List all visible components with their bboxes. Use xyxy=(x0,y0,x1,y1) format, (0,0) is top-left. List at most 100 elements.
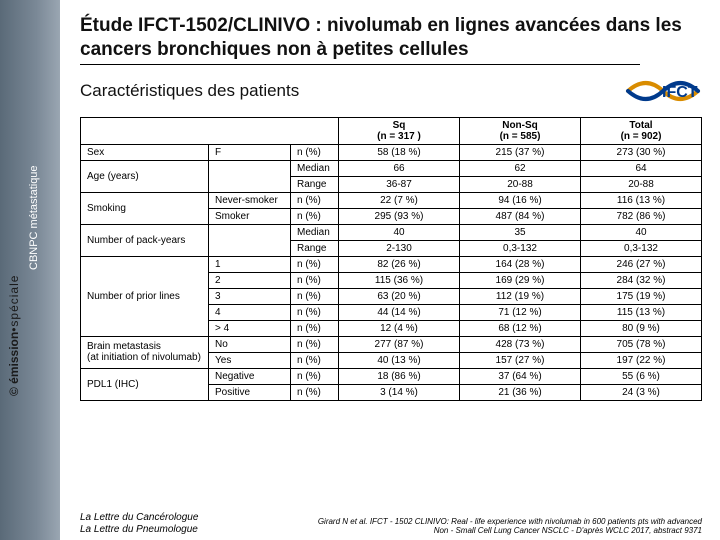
row-sub-label: Never-smoker xyxy=(209,192,291,208)
sidebar: CBNPC métastatique © émission•spéciale xyxy=(0,0,60,540)
row-sub-label: > 4 xyxy=(209,320,291,336)
cell-value: 0,3-132 xyxy=(460,240,581,256)
col-header-nonsq: Non-Sq (n = 585) xyxy=(460,117,581,144)
cell-value: 705 (78 %) xyxy=(581,336,702,352)
cell-value: 94 (16 %) xyxy=(460,192,581,208)
table-row: SexFn (%)58 (18 %)215 (37 %)273 (30 %) xyxy=(81,144,702,160)
table-row: Number of prior lines1n (%)82 (26 %)164 … xyxy=(81,256,702,272)
col-header-nonsq-top: Non-Sq xyxy=(464,120,576,131)
row-group-label: Sex xyxy=(81,144,209,160)
row-sub-label: Positive xyxy=(209,384,291,400)
row-stat-label: n (%) xyxy=(291,192,339,208)
row-group-label: Age (years) xyxy=(81,160,209,192)
cell-value: 24 (3 %) xyxy=(581,384,702,400)
row-sub-label xyxy=(209,224,291,256)
row-group-label: Brain metastasis(at initiation of nivolu… xyxy=(81,336,209,368)
table-row: Number of pack-yearsMedian403540 xyxy=(81,224,702,240)
cell-value: 197 (22 %) xyxy=(581,352,702,368)
col-header-sq-top: Sq xyxy=(343,120,455,131)
row-sub-label: Smoker xyxy=(209,208,291,224)
footer-left-line1: La Lettre du Cancérologue xyxy=(80,512,198,524)
cell-value: 80 (9 %) xyxy=(581,320,702,336)
row-sub-label: 4 xyxy=(209,304,291,320)
row-sub-label: Negative xyxy=(209,368,291,384)
cell-value: 82 (26 %) xyxy=(339,256,460,272)
row-stat-label: Median xyxy=(291,160,339,176)
col-header-sq: Sq (n = 317 ) xyxy=(339,117,460,144)
cell-value: 116 (13 %) xyxy=(581,192,702,208)
cell-value: 44 (14 %) xyxy=(339,304,460,320)
page-subtitle: Caractéristiques des patients xyxy=(80,81,299,101)
table-row: Age (years)Median666264 xyxy=(81,160,702,176)
row-stat-label: n (%) xyxy=(291,368,339,384)
cell-value: 295 (93 %) xyxy=(339,208,460,224)
cell-value: 58 (18 %) xyxy=(339,144,460,160)
row-group-label: Number of prior lines xyxy=(81,256,209,336)
content-area: Étude IFCT-1502/CLINIVO : nivolumab en l… xyxy=(60,0,720,540)
row-stat-label: Range xyxy=(291,176,339,192)
row-sub-label xyxy=(209,160,291,192)
sidebar-category: CBNPC métastatique xyxy=(28,165,40,270)
cell-value: 18 (86 %) xyxy=(339,368,460,384)
row-stat-label: n (%) xyxy=(291,352,339,368)
cell-value: 487 (84 %) xyxy=(460,208,581,224)
cell-value: 66 xyxy=(339,160,460,176)
col-header-nonsq-bottom: (n = 585) xyxy=(464,131,576,142)
sidebar-brand-bold: © émission xyxy=(7,332,21,396)
row-stat-label: n (%) xyxy=(291,208,339,224)
row-stat-label: n (%) xyxy=(291,304,339,320)
row-sub-label: No xyxy=(209,336,291,352)
footer: La Lettre du Cancérologue La Lettre du P… xyxy=(60,508,720,536)
sidebar-brand-light: •spéciale xyxy=(7,275,21,332)
cell-value: 71 (12 %) xyxy=(460,304,581,320)
cell-value: 35 xyxy=(460,224,581,240)
row-stat-label: n (%) xyxy=(291,256,339,272)
footer-right-line2: Non - Small Cell Lung Cancer NSCLC - D'a… xyxy=(318,526,702,536)
col-header-total-bottom: (n = 902) xyxy=(585,131,697,142)
cell-value: 273 (30 %) xyxy=(581,144,702,160)
cell-value: 21 (36 %) xyxy=(460,384,581,400)
row-sub-label: 2 xyxy=(209,272,291,288)
cell-value: 40 xyxy=(339,224,460,240)
row-group-label: PDL1 (IHC) xyxy=(81,368,209,400)
cell-value: 12 (4 %) xyxy=(339,320,460,336)
cell-value: 115 (36 %) xyxy=(339,272,460,288)
cell-value: 2-130 xyxy=(339,240,460,256)
row-sub-label: Yes xyxy=(209,352,291,368)
row-sub-label: F xyxy=(209,144,291,160)
cell-value: 40 (13 %) xyxy=(339,352,460,368)
row-stat-label: n (%) xyxy=(291,336,339,352)
cell-value: 64 xyxy=(581,160,702,176)
table-row: SmokingNever-smokern (%)22 (7 %)94 (16 %… xyxy=(81,192,702,208)
row-sub-label: 1 xyxy=(209,256,291,272)
row-sub-label: 3 xyxy=(209,288,291,304)
table-row: Brain metastasis(at initiation of nivolu… xyxy=(81,336,702,352)
cell-value: 428 (73 %) xyxy=(460,336,581,352)
row-stat-label: Median xyxy=(291,224,339,240)
cell-value: 112 (19 %) xyxy=(460,288,581,304)
cell-value: 157 (27 %) xyxy=(460,352,581,368)
cell-value: 36-87 xyxy=(339,176,460,192)
col-header-sq-bottom: (n = 317 ) xyxy=(343,131,455,142)
footer-right: Girard N et al. IFCT - 1502 CLINIVO: Rea… xyxy=(318,517,702,536)
table-body: SexFn (%)58 (18 %)215 (37 %)273 (30 %)Ag… xyxy=(81,144,702,400)
logo-text: IFCT xyxy=(662,84,698,101)
header-empty xyxy=(81,117,339,144)
footer-right-line1: Girard N et al. IFCT - 1502 CLINIVO: Rea… xyxy=(318,517,702,526)
row-stat-label: n (%) xyxy=(291,320,339,336)
cell-value: 215 (37 %) xyxy=(460,144,581,160)
cell-value: 284 (32 %) xyxy=(581,272,702,288)
cell-value: 63 (20 %) xyxy=(339,288,460,304)
table-header: Sq (n = 317 ) Non-Sq (n = 585) Total (n … xyxy=(81,117,702,144)
cell-value: 175 (19 %) xyxy=(581,288,702,304)
cell-value: 22 (7 %) xyxy=(339,192,460,208)
cell-value: 37 (64 %) xyxy=(460,368,581,384)
cell-value: 169 (29 %) xyxy=(460,272,581,288)
col-header-total: Total (n = 902) xyxy=(581,117,702,144)
cell-value: 0,3-132 xyxy=(581,240,702,256)
cell-value: 62 xyxy=(460,160,581,176)
row-group-label: Smoking xyxy=(81,192,209,224)
sidebar-brand: © émission•spéciale xyxy=(7,275,21,396)
patient-characteristics-table: Sq (n = 317 ) Non-Sq (n = 585) Total (n … xyxy=(80,117,702,401)
page-title: Étude IFCT-1502/CLINIVO : nivolumab en l… xyxy=(80,14,702,62)
